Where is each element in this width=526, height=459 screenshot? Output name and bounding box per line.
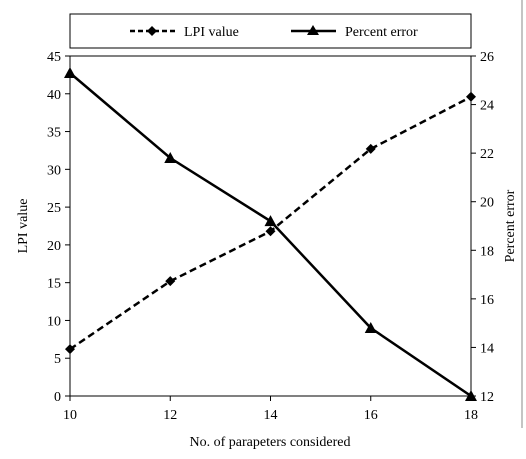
right-tick-label: 20 xyxy=(480,196,494,211)
lpi-value-point xyxy=(365,143,376,154)
x-tick-label: 10 xyxy=(63,408,77,423)
left-tick-label: 40 xyxy=(47,88,61,103)
percent-error-point xyxy=(164,152,177,163)
left-tick-label: 35 xyxy=(47,126,61,141)
series-layer xyxy=(64,67,477,401)
left-tick-label: 20 xyxy=(47,239,61,254)
legend: LPI value Percent error xyxy=(69,13,472,49)
lpi-value-point xyxy=(165,276,176,287)
right-tick-label: 12 xyxy=(480,390,494,405)
left-axis-ticks: 0 5 10 15 20 25 30 35 40 45 xyxy=(47,50,70,405)
legend-error-label: Percent error xyxy=(345,25,418,40)
percent-error-point xyxy=(264,215,277,227)
left-tick-label: 5 xyxy=(54,352,61,367)
x-tick-label: 12 xyxy=(163,408,177,423)
left-tick-label: 10 xyxy=(47,314,61,329)
right-axis-title: Percent error xyxy=(503,189,518,262)
right-tick-label: 14 xyxy=(480,341,494,356)
lpi-value-point xyxy=(466,91,476,102)
x-axis-title: No. of parapeters considered xyxy=(190,435,351,450)
right-tick-label: 22 xyxy=(480,147,494,162)
left-axis-title: LPI value xyxy=(16,199,31,254)
x-axis-ticks: 10 12 14 16 18 xyxy=(63,396,478,423)
legend-lpi-marker xyxy=(147,26,157,36)
x-tick-label: 16 xyxy=(364,408,378,423)
left-tick-label: 25 xyxy=(47,201,61,216)
legend-box xyxy=(69,13,472,49)
right-tick-label: 24 xyxy=(480,99,494,114)
legend-error-marker xyxy=(307,25,319,35)
lpi-value-point xyxy=(65,344,75,355)
left-tick-label: 45 xyxy=(47,50,61,65)
legend-lpi-label: LPI value xyxy=(184,25,239,40)
left-tick-label: 30 xyxy=(47,163,61,178)
x-tick-label: 14 xyxy=(264,408,278,423)
lpi-value-point xyxy=(265,226,276,237)
percent-error-point xyxy=(364,322,377,333)
right-tick-label: 18 xyxy=(480,244,494,259)
percent-error-point xyxy=(465,390,477,401)
right-tick-label: 16 xyxy=(480,293,494,308)
percent-error-point xyxy=(64,67,76,78)
left-tick-label: 15 xyxy=(47,277,61,292)
left-tick-label: 0 xyxy=(54,390,61,405)
right-axis-ticks: 12 14 16 18 20 22 24 26 xyxy=(471,50,494,405)
x-tick-label: 18 xyxy=(464,408,478,423)
right-tick-label: 26 xyxy=(480,50,494,65)
